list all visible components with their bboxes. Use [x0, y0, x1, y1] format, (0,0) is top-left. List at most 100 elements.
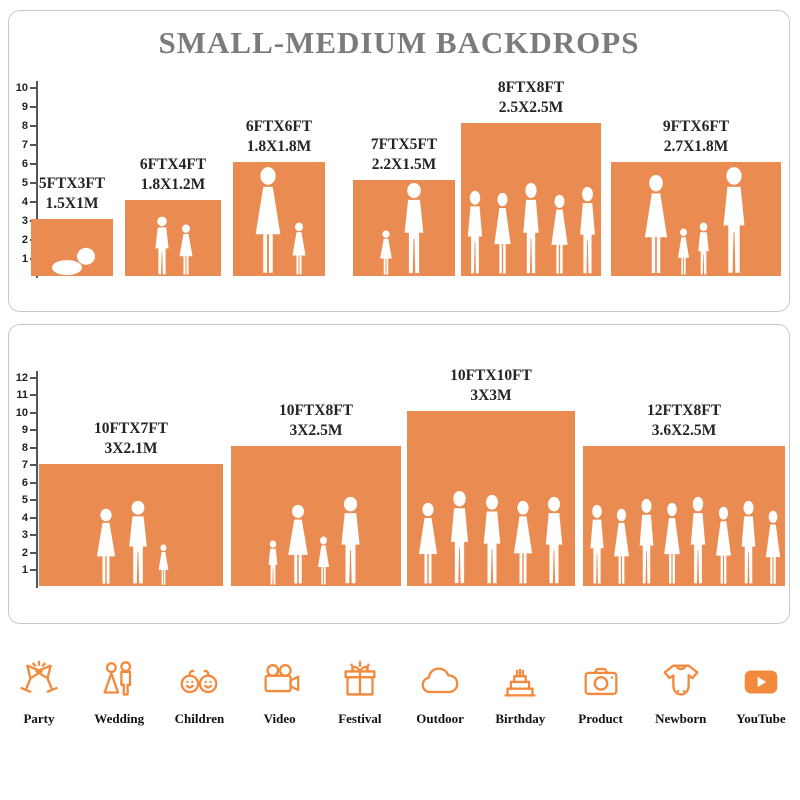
category-label: Festival [338, 711, 382, 726]
silhouette-group [353, 182, 455, 276]
category-outdoor: Outdoor [413, 658, 467, 727]
product-icon [584, 667, 618, 696]
category-video: Video [253, 658, 307, 727]
size-meters: 3.6X2.5M [651, 421, 717, 439]
backdrop-size-label: 8FTX8FT 2.5X2.5M [431, 78, 631, 118]
ruler-tick: 6 [9, 157, 36, 171]
category-festival: Festival [333, 658, 387, 727]
silhouette-group [31, 246, 113, 276]
medium-large-panel: 1 2 3 4 5 6 7 8 9 10 11 12 10FTX7FT 3X2.… [8, 324, 790, 624]
man-silhouette [462, 190, 488, 276]
ruler-tick: 3 [9, 214, 36, 228]
backdrop-bar-10x8 [231, 446, 401, 586]
ruler-axis [36, 81, 38, 278]
woman-silhouette [490, 192, 515, 276]
video-icon [264, 664, 300, 693]
size-meters: 2.2X1.5M [371, 155, 437, 173]
man-silhouette [477, 494, 507, 586]
category-label: YouTube [736, 711, 786, 726]
size-feet: 10FTX10FT [450, 366, 532, 384]
silhouette-group [407, 490, 575, 586]
girl-silhouette [675, 228, 692, 276]
boy-silhouette [265, 540, 281, 586]
category-label: Party [23, 711, 55, 726]
ruler-tick: 7 [9, 458, 36, 472]
category-label: Birthday [495, 711, 546, 726]
ruler-tick: 6 [9, 476, 36, 490]
woman-silhouette [249, 166, 287, 276]
size-meters: 1.8X1.2M [140, 175, 206, 193]
size-feet: 12FTX8FT [646, 401, 722, 419]
category-label: Children [174, 711, 225, 726]
category-label: Video [263, 711, 296, 726]
size-feet: 6FTX4FT [139, 155, 207, 173]
size-meters: 1.8X1.8M [246, 137, 312, 155]
size-feet: 6FTX6FT [245, 117, 313, 135]
backdrop-size-label: 10FTX7FT 3X2.1M [19, 419, 243, 459]
category-label: Wedding [94, 711, 145, 726]
backdrop-size-label: 7FTX5FT 2.2X1.5M [323, 135, 485, 175]
backdrop-size-label: 12FTX8FT 3.6X2.5M [573, 401, 795, 441]
size-feet: 10FTX8FT [278, 401, 354, 419]
backdrop-size-label: 10FTX10FT 3X3M [387, 366, 595, 406]
youtube-icon [744, 670, 778, 694]
category-label: Product [578, 711, 623, 726]
ruler-tick: 5 [9, 493, 36, 507]
size-meters: 3X2.5M [289, 421, 343, 439]
size-feet: 10FTX7FT [93, 419, 169, 437]
baby-silhouette [48, 246, 96, 276]
backdrop-size-label: 10FTX8FT 3X2.5M [211, 401, 421, 441]
silhouette-group [583, 496, 785, 586]
woman-silhouette [762, 510, 784, 586]
ruler-tick: 2 [9, 546, 36, 560]
newborn-icon [663, 664, 699, 696]
man-silhouette [444, 490, 475, 586]
silhouette-group [611, 166, 781, 276]
girl-silhouette [176, 224, 196, 276]
backdrop-size-label: 6FTX6FT 1.8X1.8M [203, 117, 355, 157]
size-feet: 5FTX3FT [38, 174, 106, 192]
silhouette-group [125, 216, 221, 276]
size-meters: 3X3M [470, 386, 512, 404]
girl-silhouette [377, 230, 395, 276]
size-meters: 1.5X1M [45, 194, 99, 212]
backdrop-bar-8x8 [461, 123, 601, 276]
woman-silhouette [712, 506, 735, 586]
size-feet: 9FTX6FT [662, 117, 730, 135]
outdoor-icon [421, 667, 459, 694]
size-meters: 2.5X2.5M [498, 98, 564, 116]
category-row: Party Wedding [12, 658, 788, 727]
wedding-icon [103, 661, 132, 696]
woman-silhouette [414, 502, 442, 586]
birthday-icon [504, 668, 536, 697]
woman-silhouette [610, 508, 633, 586]
ruler-tick: 5 [9, 176, 36, 190]
size-feet: 7FTX5FT [370, 135, 438, 153]
woman-silhouette [283, 504, 313, 586]
woman-silhouette [660, 502, 684, 586]
silhouette-group [461, 182, 601, 276]
ruler-tick: 10 [9, 406, 36, 420]
silhouette-group [231, 496, 401, 586]
ruler-tick: 11 [9, 388, 36, 402]
category-label: Newborn [655, 711, 707, 726]
backdrop-size-label: 5FTX3FT 1.5X1M [1, 174, 143, 214]
boy-silhouette [150, 216, 174, 276]
girl-silhouette [289, 222, 309, 276]
man-silhouette [122, 500, 154, 586]
category-label: Outdoor [416, 711, 464, 726]
category-product: Product [574, 658, 628, 727]
ruler-tick: 10 [9, 81, 36, 95]
ruler-tick: 9 [9, 100, 36, 114]
ruler-tick: 9 [9, 423, 36, 437]
ruler-tick: 1 [9, 252, 36, 266]
woman-silhouette [92, 508, 120, 586]
ruler-tick: 8 [9, 119, 36, 133]
page-title: SMALL-MEDIUM BACKDROPS [158, 25, 640, 60]
backdrop-bar-9x6 [611, 162, 781, 276]
small-medium-panel: SMALL-MEDIUM BACKDROPS 1 2 3 4 5 6 7 8 9… [8, 10, 790, 312]
category-newborn: Newborn [654, 658, 708, 727]
man-silhouette [517, 182, 545, 276]
backdrop-bar-6x4 [125, 200, 221, 276]
